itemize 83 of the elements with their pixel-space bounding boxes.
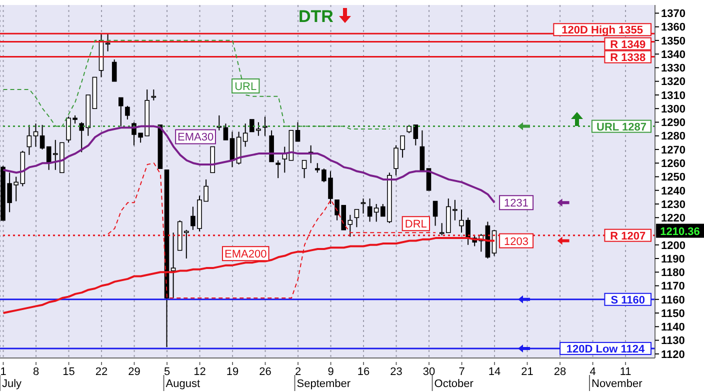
chart-title: DTR [298, 7, 334, 26]
ref-line-label: S 1160 [610, 294, 645, 306]
candlestick [295, 122, 300, 142]
candlestick [170, 232, 176, 299]
y-tick-label: 1160 [661, 294, 685, 306]
text: July [2, 378, 22, 390]
candlestick [79, 122, 84, 153]
x-tick-label: 9 [328, 366, 334, 378]
y-tick-label: 1370 [661, 8, 686, 20]
x-tick-label: 16 [357, 366, 370, 378]
series-label: EMA30 [177, 132, 214, 144]
y-tick-label: 1170 [661, 280, 685, 293]
x-tick-label: 8 [32, 366, 40, 378]
y-tick-label: 1360 [661, 22, 686, 34]
x-tick-label: 7 [458, 366, 465, 378]
x-tick-label: 12 [194, 366, 206, 378]
candlestick [151, 89, 156, 101]
candlestick [426, 168, 432, 191]
ref-line-label: R 1207 [610, 230, 646, 242]
candlestick [302, 160, 307, 179]
candlestick [40, 124, 45, 150]
x-tick-label: 1 [0, 366, 6, 378]
x-tick-label: 4 [590, 366, 596, 378]
x-tick-label: 29 [128, 366, 140, 378]
x-tick-label: 15 [62, 366, 75, 378]
x-tick-label: 21 [521, 366, 534, 378]
x-tick-label: 30 [422, 366, 436, 378]
text: November [592, 378, 643, 390]
data-label: 1203 [504, 236, 529, 248]
y-tick-label: 1310 [661, 90, 686, 102]
ref-line-label: 120D Low 1124 [566, 343, 646, 356]
series-label: EMA200 [224, 248, 267, 261]
x-tick-label: 5 [164, 366, 170, 378]
candlestick [432, 200, 438, 226]
x-tick-label: 22 [95, 366, 108, 378]
y-tick-label: 1250 [661, 172, 686, 184]
x-tick-label: 28 [554, 366, 566, 378]
y-tick-label: 1280 [661, 130, 686, 143]
y-tick-label: 1320 [661, 76, 686, 88]
data-label: 1231 [504, 198, 529, 210]
series-label: URL [234, 80, 257, 93]
y-tick-label: 1290 [661, 117, 686, 130]
x-tick-label: 14 [488, 366, 501, 378]
y-tick-label: 1350 [661, 35, 686, 48]
text: October [434, 378, 474, 390]
candlestick [360, 198, 366, 214]
candlestick [26, 124, 32, 156]
y-tick-label: 1300 [661, 103, 686, 116]
y-tick-label: 1190 [661, 253, 685, 266]
x-tick-label: 26 [259, 366, 272, 378]
y-tick-label: 1230 [661, 198, 686, 211]
y-tick-label: 1240 [661, 185, 686, 198]
y-tick-label: 1120 [661, 348, 685, 361]
ref-line-label: R 1338 [610, 52, 646, 64]
candlestick [223, 123, 228, 140]
y-tick-label: 1220 [661, 212, 686, 225]
y-tick-label: 1180 [661, 267, 685, 280]
candlestick [367, 198, 372, 222]
text: September [296, 378, 351, 390]
y-tick-label: 1150 [661, 308, 685, 320]
candlestick [112, 59, 117, 82]
y-tick-label: 1270 [661, 144, 686, 156]
ref-line-label: URL 1287 [596, 121, 646, 134]
candlestick [242, 123, 248, 148]
y-tick-label: 1340 [661, 48, 686, 61]
y-tick-label: 1130 [661, 335, 685, 348]
ref-line-label: R 1349 [610, 38, 646, 51]
x-tick-label: 11 [620, 366, 632, 378]
x-tick-label: 23 [390, 366, 402, 378]
y-tick-label: 1260 [661, 158, 686, 170]
series-label: DRL [404, 218, 427, 231]
ref-line-label: 120D High 1355 [562, 24, 644, 37]
candlestick [118, 97, 124, 127]
candlestick [276, 160, 280, 179]
y-tick-label: 1200 [661, 240, 686, 252]
x-tick-label: 19 [226, 366, 239, 378]
y-tick-label: 1330 [661, 62, 686, 75]
y-tick-label: 1140 [661, 322, 685, 334]
candlestick [125, 105, 130, 120]
text: August [166, 378, 200, 390]
text: 1210.36 [660, 226, 700, 238]
x-tick-label: 2 [294, 366, 302, 378]
candlestick [354, 208, 360, 228]
